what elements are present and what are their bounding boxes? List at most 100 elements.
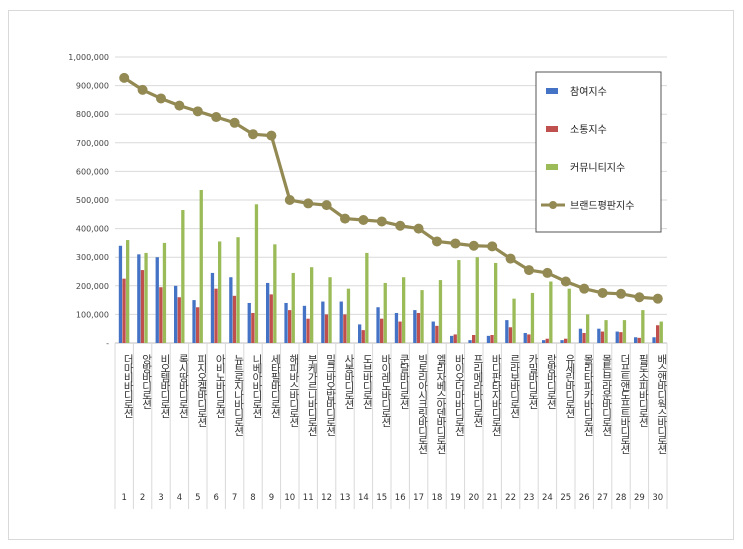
line-point xyxy=(450,238,461,249)
bar xyxy=(181,210,185,343)
bar xyxy=(508,327,513,343)
category-label: 빅토리아시크릿바디로션 xyxy=(417,354,429,454)
x-axis-categories: 더마비바디로션 1 앙방바디로션 2 비오템바디로션 3 록시땅바디로션 4 피지오겔바디로션 5… xyxy=(121,353,667,503)
bar xyxy=(321,301,325,343)
y-tick-label: 600,000 xyxy=(76,167,109,176)
legend-label: 참여지수 xyxy=(570,86,607,98)
category-index: 28 xyxy=(616,493,627,503)
category-index: 2 xyxy=(140,493,145,503)
legend-swatch xyxy=(546,126,558,132)
legend-label: 브랜드평판지수 xyxy=(570,200,634,212)
y-tick-label: 800,000 xyxy=(76,110,109,119)
category-label: 록시땅바디로션 xyxy=(177,354,189,418)
bar xyxy=(218,241,222,343)
bar xyxy=(266,282,270,343)
y-tick-label: 200,000 xyxy=(76,282,109,291)
category-label: 더마비바디로션 xyxy=(122,354,134,418)
bar xyxy=(512,298,516,343)
bar xyxy=(486,335,491,343)
category-index: 13 xyxy=(340,493,351,503)
category-index: 17 xyxy=(413,493,424,503)
line-point xyxy=(634,292,645,303)
line-point xyxy=(597,287,608,298)
category-label: 르라보바디로션 xyxy=(509,354,521,418)
bar xyxy=(604,320,608,343)
bar xyxy=(600,331,605,343)
bar xyxy=(137,254,141,343)
bar xyxy=(615,331,619,343)
line-point xyxy=(395,220,406,231)
bar xyxy=(376,307,380,343)
bar xyxy=(269,294,273,343)
category-index: 29 xyxy=(634,493,645,503)
y-tick-label: 400,000 xyxy=(76,225,109,234)
category-label: 비오템바디로션 xyxy=(159,354,171,418)
category-index: 27 xyxy=(597,493,608,503)
line-point xyxy=(468,240,479,251)
bar xyxy=(523,332,527,343)
category-label: 카밀바디로션 xyxy=(527,354,539,409)
bar xyxy=(450,335,454,343)
bar xyxy=(416,312,421,343)
bar xyxy=(453,334,457,343)
bar xyxy=(420,290,424,343)
bar xyxy=(192,300,196,343)
bar xyxy=(358,324,362,343)
bar xyxy=(567,288,571,343)
bar xyxy=(468,340,472,343)
bar xyxy=(159,287,163,343)
y-tick-label: 700,000 xyxy=(76,139,109,148)
y-tick-label: 300,000 xyxy=(76,253,109,262)
bar xyxy=(383,282,387,343)
line-point xyxy=(616,288,626,299)
category-label: 몰튼브라운바디로션 xyxy=(601,354,613,436)
category-index: 20 xyxy=(468,493,479,503)
bar xyxy=(118,245,123,343)
line-point xyxy=(432,236,442,247)
bar xyxy=(254,204,259,343)
category-label: 바이오더마바디로션 xyxy=(453,354,465,436)
category-label: 배스앤바디웍스바디로션 xyxy=(656,354,668,454)
category-label: 니베아바디로션 xyxy=(251,354,263,418)
bar xyxy=(659,321,663,343)
bar xyxy=(339,301,343,343)
category-index: 10 xyxy=(284,493,295,503)
bar xyxy=(413,310,417,343)
bar xyxy=(560,340,564,343)
category-index: 18 xyxy=(432,493,443,503)
bar xyxy=(284,302,288,343)
category-label: 해피바스바디로션 xyxy=(288,353,300,427)
bar-series xyxy=(118,189,663,343)
category-index: 1 xyxy=(121,493,126,503)
bar xyxy=(247,302,251,343)
line-point xyxy=(266,130,277,141)
line-point xyxy=(358,215,369,226)
category-index: 4 xyxy=(177,493,182,503)
bar xyxy=(273,244,277,343)
category-index: 5 xyxy=(195,493,200,503)
category-index: 23 xyxy=(524,493,535,503)
bar xyxy=(177,297,181,343)
y-tick-label: 900,000 xyxy=(76,82,109,91)
category-index: 25 xyxy=(560,493,571,503)
bar xyxy=(394,312,399,343)
line-point xyxy=(505,253,516,264)
bar xyxy=(542,340,546,343)
bar xyxy=(155,257,159,343)
bar xyxy=(343,314,347,343)
bar xyxy=(398,321,402,343)
category-label: 부케가르니바디로션 xyxy=(306,354,318,436)
line-point xyxy=(248,129,258,140)
line-point xyxy=(579,283,590,294)
line-point xyxy=(652,293,663,304)
category-label: 아비노바디로션 xyxy=(214,354,226,418)
bar xyxy=(641,310,645,343)
bar xyxy=(586,314,590,343)
bar xyxy=(122,278,126,343)
category-index: 11 xyxy=(303,493,314,503)
category-label: 필로소피바디로션 xyxy=(637,354,649,427)
line-series xyxy=(119,72,663,304)
y-tick-label: 1,000,000 xyxy=(68,53,109,62)
category-label: 밀크바오밥바디로션 xyxy=(325,354,337,436)
